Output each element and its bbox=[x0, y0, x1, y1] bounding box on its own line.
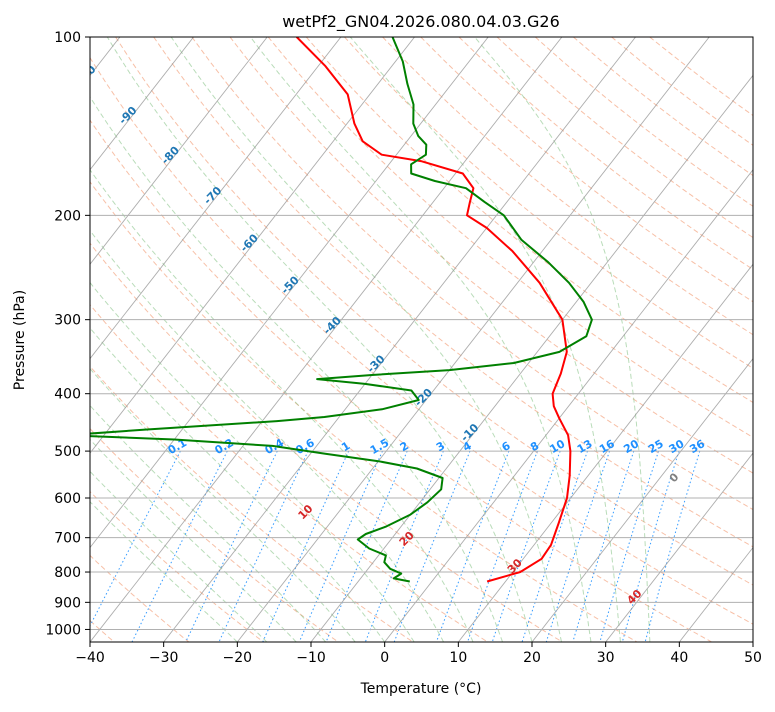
y-tick-label: 400 bbox=[54, 387, 81, 403]
y-tick-label: 300 bbox=[54, 313, 81, 329]
x-tick-label: −10 bbox=[296, 650, 326, 666]
y-tick-label: 200 bbox=[54, 208, 81, 224]
y-tick-label: 100 bbox=[54, 30, 81, 46]
chart-title: wetPf2_GN04.2026.080.04.03.G26 bbox=[282, 12, 560, 32]
x-tick-label: 20 bbox=[523, 650, 541, 666]
x-tick-label: 30 bbox=[597, 650, 615, 666]
x-tick-label: −40 bbox=[75, 650, 105, 666]
y-tick-label: 500 bbox=[54, 444, 81, 460]
y-tick-label: 900 bbox=[54, 595, 81, 611]
x-axis-label: Temperature (°C) bbox=[360, 681, 482, 697]
x-tick-label: −20 bbox=[223, 650, 253, 666]
x-tick-label: −30 bbox=[149, 650, 179, 666]
y-axis-label: Pressure (hPa) bbox=[12, 290, 28, 390]
y-tick-label: 700 bbox=[54, 531, 81, 547]
x-tick-label: 0 bbox=[380, 650, 389, 666]
x-tick-label: 50 bbox=[744, 650, 762, 666]
y-tick-label: 600 bbox=[54, 491, 81, 507]
x-tick-label: 10 bbox=[449, 650, 467, 666]
y-tick-label: 800 bbox=[54, 565, 81, 581]
x-tick-label: 40 bbox=[670, 650, 688, 666]
y-tick-label: 1000 bbox=[45, 622, 81, 638]
